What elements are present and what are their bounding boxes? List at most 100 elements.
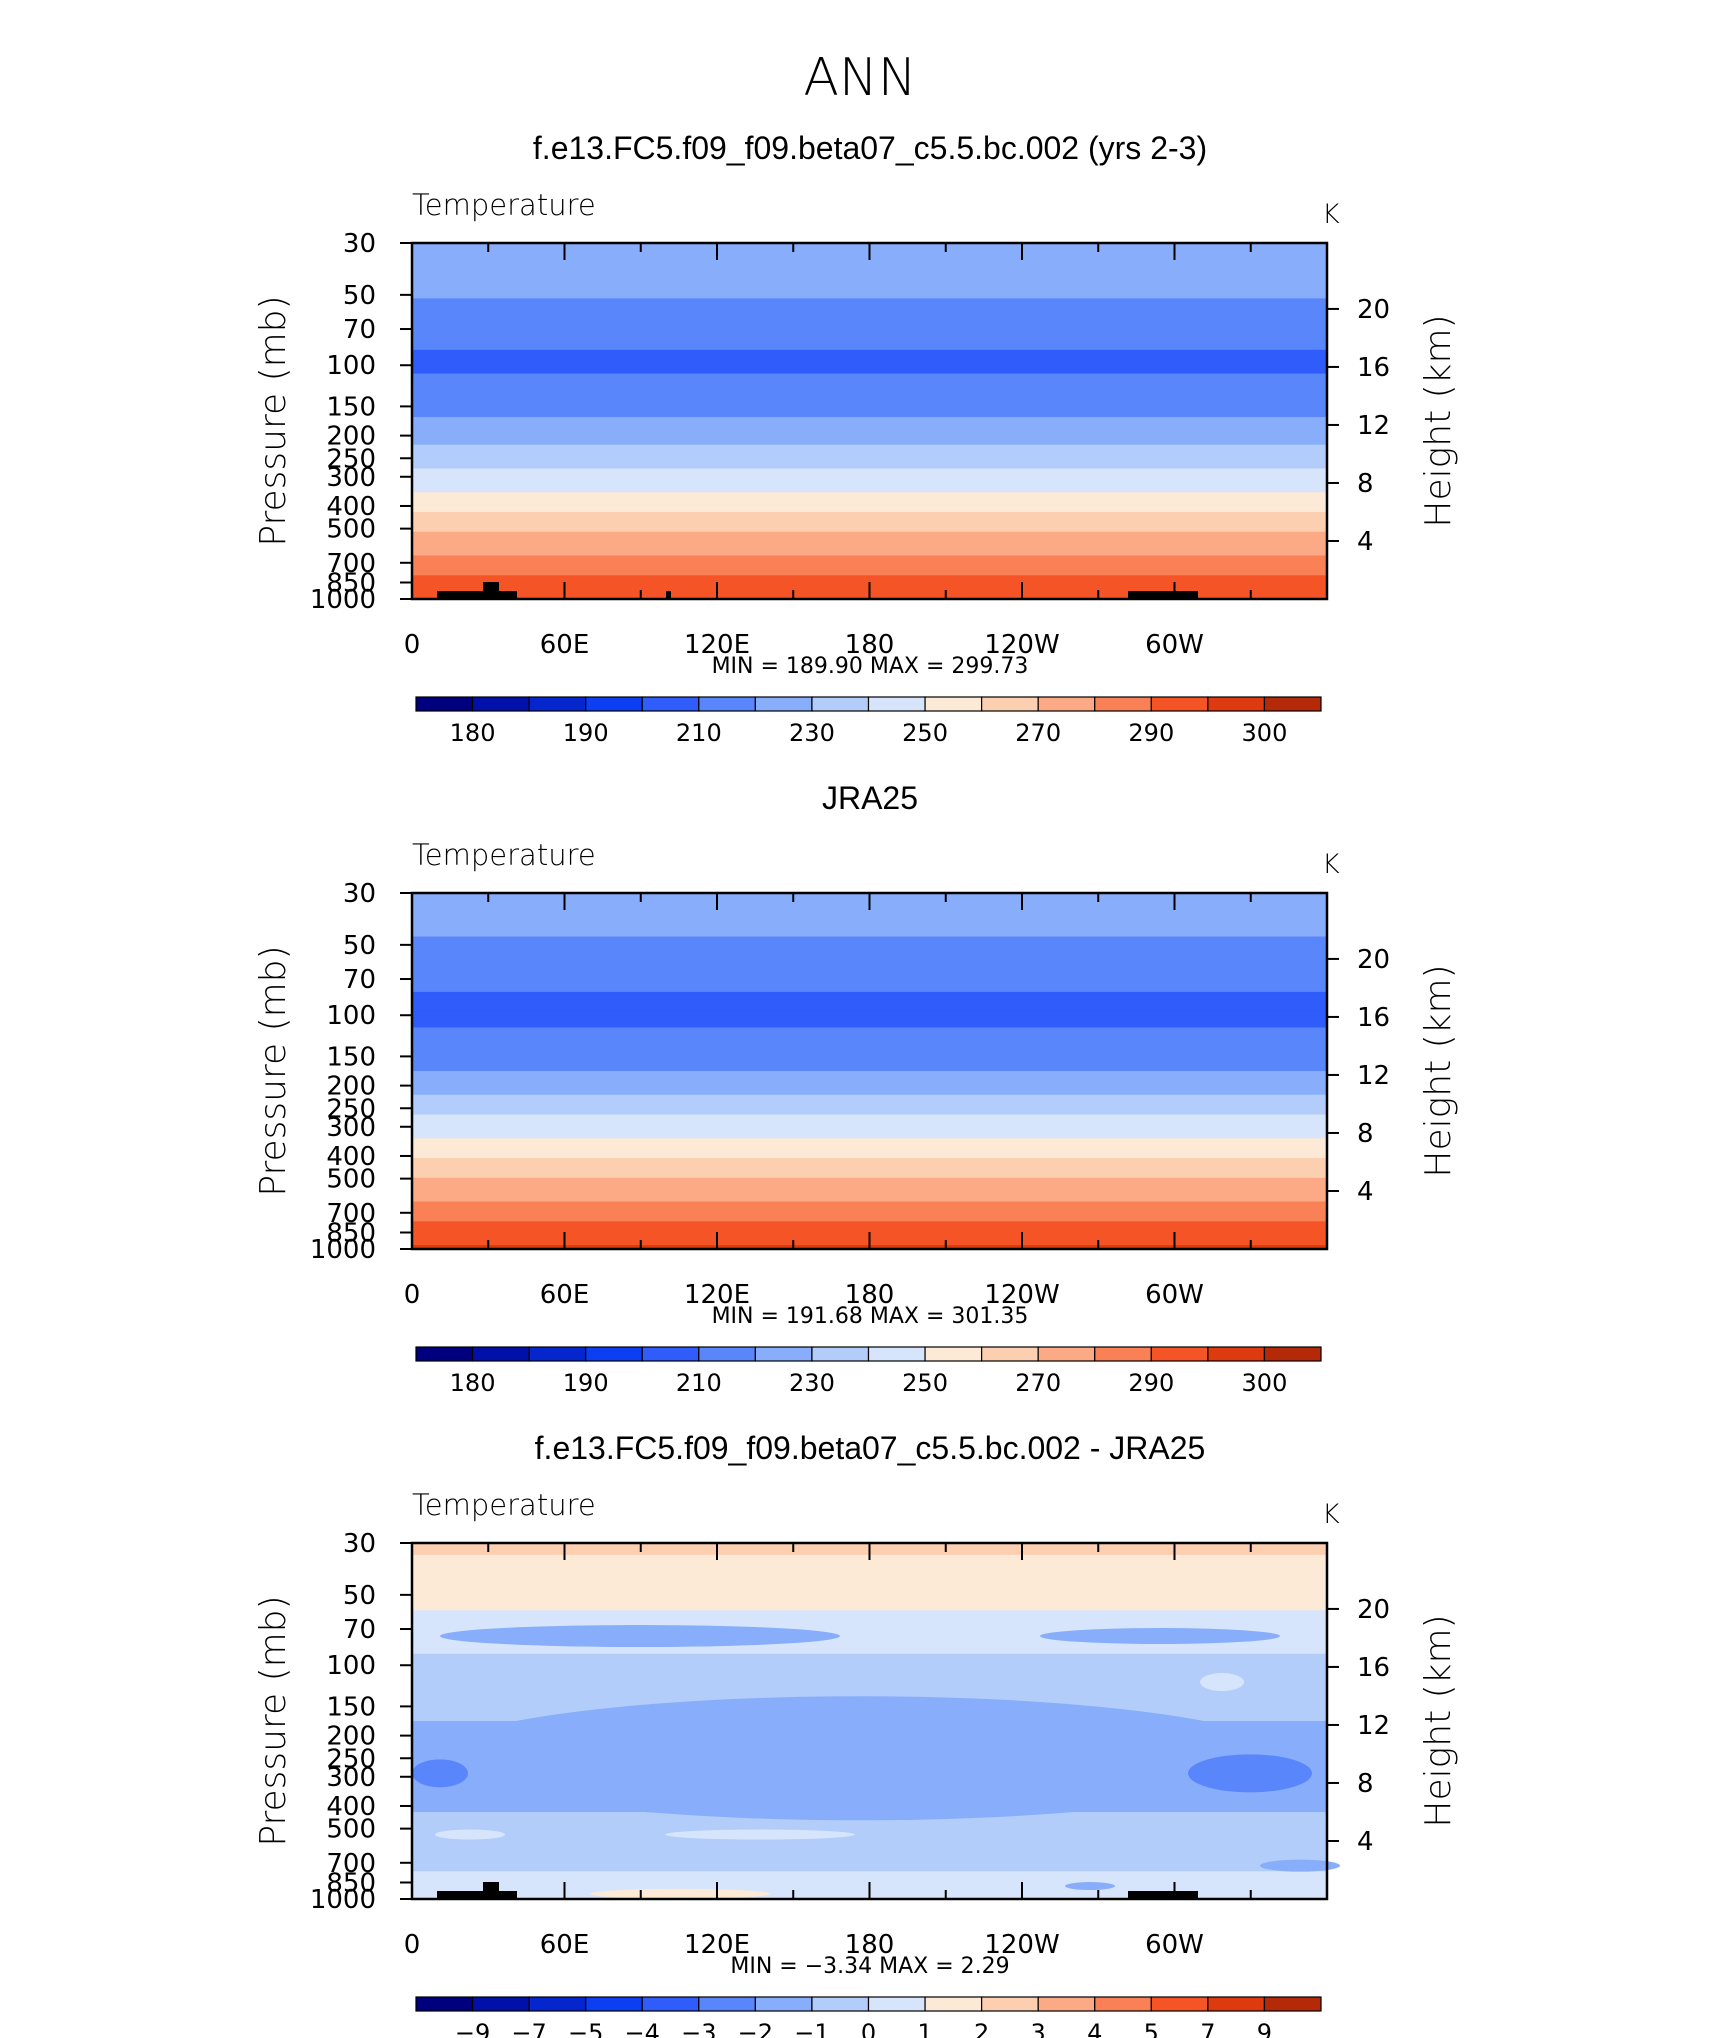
y-right-tick-label: 4 <box>1357 1827 1374 1857</box>
contour-band <box>412 468 1327 474</box>
colorbar-label: −3 <box>681 2019 716 2038</box>
colorbar-swatch <box>1037 1996 1096 2012</box>
anomaly-contour <box>1200 1673 1244 1692</box>
contour-band <box>412 1189 1327 1195</box>
contour-band <box>412 1130 1327 1135</box>
contour-band <box>412 1614 1327 1619</box>
colorbar-label: 4 <box>1087 2019 1102 2038</box>
contour-band <box>412 1606 1327 1611</box>
contour-band <box>412 932 1327 938</box>
y-right-tick-label: 12 <box>1357 411 1390 441</box>
contour-band <box>412 511 1327 517</box>
x-tick-label: 60E <box>540 1930 590 1960</box>
contour-band <box>412 1598 1327 1603</box>
y-tick-label: 50 <box>343 281 376 311</box>
y-tick-label: 50 <box>343 931 376 961</box>
y-tick-label: 70 <box>343 1615 376 1645</box>
y-axis-label: Pressure (mb) <box>253 295 294 546</box>
min-max-text: MIN = 191.68 MAX = 301.35 <box>712 1304 1029 1329</box>
x-tick-label: 0 <box>404 1930 421 1960</box>
contour-band <box>412 912 1327 918</box>
colorbar-swatch <box>471 1346 530 1362</box>
y-tick-label: 100 <box>326 1651 376 1681</box>
chart-panel-3: f.e13.FC5.f09_f09.beta07_c5.5.bc.002 - J… <box>253 1430 1459 2038</box>
colorbar-label: 290 <box>1128 719 1174 747</box>
colorbar: −9 −7 −5 −4 −3 −2 −1 0 1 2 3 4 5 7 9 <box>415 1996 1322 2038</box>
contour-band <box>412 1110 1327 1116</box>
contour-band <box>412 1150 1327 1155</box>
contour-band <box>412 960 1327 965</box>
colorbar-swatch <box>641 696 700 712</box>
y-right-tick-label: 16 <box>1357 1003 1390 1033</box>
colorbar-swatch <box>528 1996 587 2012</box>
contour-band <box>412 999 1327 1005</box>
contour-band <box>412 294 1327 299</box>
anomaly-contour <box>590 1888 770 1899</box>
contour-band <box>412 282 1327 288</box>
contour-band <box>412 1118 1327 1124</box>
contour-band <box>412 409 1327 414</box>
colorbar-label: 210 <box>676 719 722 747</box>
contour-band <box>412 421 1327 426</box>
contour-band <box>412 496 1327 501</box>
units-label: K <box>1322 1499 1340 1530</box>
panel-subtitle: Temperature <box>412 188 596 222</box>
contour-band <box>412 1610 1327 1615</box>
y-tick-label: 850 <box>326 569 376 599</box>
y-right-tick-label: 16 <box>1357 353 1390 383</box>
contour-band <box>412 1011 1327 1017</box>
contour-band <box>412 1197 1327 1203</box>
contour-band <box>412 302 1327 307</box>
y-tick-label: 500 <box>326 1165 376 1195</box>
colorbar-label: −4 <box>625 2019 660 2038</box>
contour-band <box>412 1566 1327 1572</box>
chart-panel-1: f.e13.FC5.f09_f09.beta07_c5.5.bc.002 (yr… <box>253 130 1459 747</box>
colorbar-label: 300 <box>1242 719 1288 747</box>
contour-band <box>412 1586 1327 1592</box>
contour-band <box>412 1574 1327 1580</box>
colorbar-swatch <box>415 1996 474 2012</box>
contour-band <box>412 314 1327 319</box>
contour-band <box>412 349 1327 355</box>
contour-band <box>412 424 1327 430</box>
contour-band <box>412 1161 1327 1167</box>
contour-band <box>412 432 1327 438</box>
contour-band <box>412 1031 1327 1036</box>
contour-band <box>412 1074 1327 1080</box>
contour-band <box>412 1071 1327 1076</box>
contour-band <box>412 1205 1327 1211</box>
y-right-tick-label: 4 <box>1357 527 1374 557</box>
contour-band <box>412 488 1327 493</box>
contour-band <box>412 916 1327 922</box>
colorbar-swatch <box>811 1346 870 1362</box>
y-tick-label: 250 <box>326 1744 376 1774</box>
x-tick-label: 60E <box>540 1280 590 1310</box>
y-tick-label: 150 <box>326 1042 376 1072</box>
terrain-block <box>483 582 499 599</box>
contour-band <box>412 1047 1327 1052</box>
contour-band <box>412 452 1327 458</box>
colorbar-swatch <box>1150 696 1209 712</box>
contour-band <box>412 928 1327 934</box>
colorbar-swatch <box>415 696 474 712</box>
y-tick-label: 850 <box>326 1869 376 1899</box>
contour-band <box>412 908 1327 914</box>
terrain-block <box>483 1882 499 1899</box>
contour-band <box>412 1819 1327 1825</box>
colorbar-label: −5 <box>568 2019 603 2038</box>
contour-band <box>412 1622 1327 1627</box>
contour-band <box>412 1859 1327 1864</box>
y-tick-label: 250 <box>326 444 376 474</box>
colorbar-label: 2 <box>974 2019 989 2038</box>
colorbar-swatch <box>1263 1346 1322 1362</box>
contour-band <box>412 330 1327 335</box>
y-right-tick-label: 8 <box>1357 1769 1374 1799</box>
contour-band <box>412 980 1327 985</box>
y-tick-label: 1000 <box>310 1885 376 1915</box>
contour-band <box>412 1027 1327 1033</box>
contour-band <box>412 290 1327 296</box>
colorbar-swatch <box>811 696 870 712</box>
x-tick-label: 0 <box>404 630 421 660</box>
colorbar-label: 230 <box>789 1369 835 1397</box>
contour-band <box>412 1217 1327 1222</box>
